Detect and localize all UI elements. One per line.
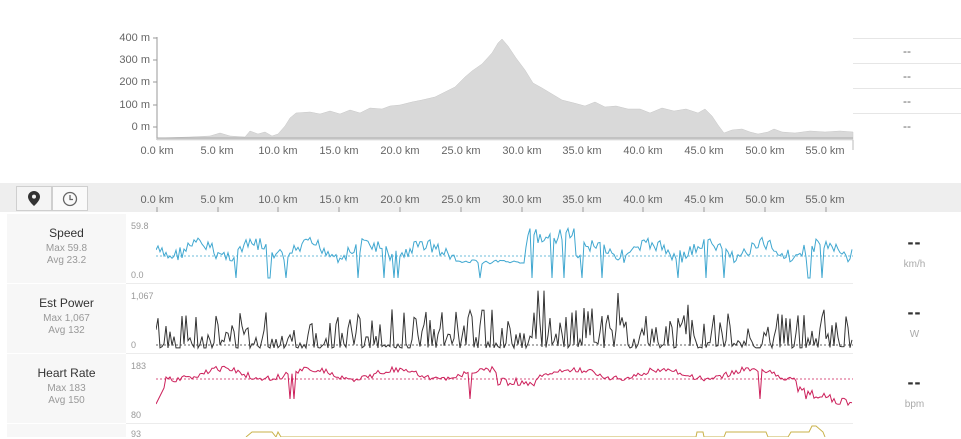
stream-value: -- [907,302,922,322]
stream-avg: Avg 23.2 [46,255,87,266]
heartrate-line-svg [156,365,853,407]
elev-x-label: 10.0 km [258,145,298,157]
elevation-area [156,38,854,141]
scale-bottom: 0 [131,340,137,350]
elev-x-label: 55.0 km [805,145,845,157]
elevation-side-value: -- [853,113,961,138]
stream-name: Speed [49,226,84,240]
power-current: -- W [868,284,961,353]
axis-x-label: 25.0 km [441,194,481,206]
axis-x-label: 35.0 km [562,194,602,206]
elev-x-label: 25.0 km [441,145,481,157]
stream-max: Max 183 [47,383,86,394]
elev-x-label: 30.0 km [502,145,542,157]
power-line-svg [156,290,853,350]
partial-stream-label [7,424,126,437]
stream-max: Max 1,067 [43,313,90,324]
axis-x-label: 55.0 km [805,194,845,206]
axis-x-label: 45.0 km [684,194,724,206]
heartrate-current: -- bpm [868,354,961,423]
scale-top: 183 [131,361,147,371]
stream-avg: Avg 132 [48,325,85,336]
elev-x-label: 0.0 km [140,145,174,157]
axis-x-label: 20.0 km [380,194,420,206]
time-mode-button[interactable] [52,186,88,211]
speed-current: -- km/h [868,214,961,283]
elev-x-label: 5.0 km [200,145,234,157]
axis-x-label: 30.0 km [502,194,542,206]
elevation-side-value: -- [853,38,961,63]
elevation-profile-svg[interactable] [150,30,860,160]
scale-bottom: 0.0 [131,270,144,280]
elev-y-label: 100 m [119,99,150,111]
stream-axis-bar [0,183,961,212]
heartrate-stream-chart[interactable]: 183 80 [126,354,853,424]
axis-x-label: 40.0 km [623,194,663,206]
scale-top: 1,067 [131,291,154,301]
partial-stream-chart[interactable]: 93 [126,424,853,439]
distance-mode-button[interactable] [16,186,52,211]
axis-x-label: 0.0 km [140,194,174,206]
stream-avg: Avg 150 [48,395,85,406]
scale-top: 93 [131,429,142,439]
elev-y-label: 400 m [119,32,150,44]
elev-y-label: 300 m [119,54,150,66]
axis-x-label: 10.0 km [258,194,298,206]
axis-ticks [156,207,827,212]
elev-x-label: 15.0 km [319,145,359,157]
elev-y-label: 200 m [119,76,150,88]
clock-icon [62,191,78,206]
elevation-side-value: -- [853,88,961,113]
elev-x-label: 20.0 km [380,145,420,157]
scale-bottom: 80 [131,410,142,420]
stream-value: -- [907,232,922,252]
elev-x-label: 35.0 km [562,145,602,157]
stream-name: Heart Rate [37,366,96,380]
speed-line-svg [156,226,853,279]
elev-y-label: 0 m [131,121,150,133]
stream-unit: bpm [904,399,925,410]
stream-max: Max 59.8 [45,243,88,254]
partial-line-svg [245,425,826,437]
stream-name: Est Power [39,296,94,310]
power-stream-chart[interactable]: 1,067 0 [126,284,853,354]
stream-unit: km/h [903,259,926,270]
scale-top: 59.8 [131,221,149,231]
stream-unit: W [909,329,920,340]
elevation-side-value: -- [853,63,961,88]
elev-x-label: 50.0 km [745,145,785,157]
stream-value: -- [907,372,922,392]
elev-x-label: 40.0 km [623,145,663,157]
speed-stream-chart[interactable]: 59.8 0.0 [126,214,853,284]
speed-stream-label: Speed Max 59.8 Avg 23.2 [7,214,126,283]
axis-x-label: 50.0 km [745,194,785,206]
power-stream-label: Est Power Max 1,067 Avg 132 [7,284,126,353]
axis-x-label: 5.0 km [200,194,234,206]
heartrate-stream-label: Heart Rate Max 183 Avg 150 [7,354,126,423]
axis-x-label: 15.0 km [319,194,359,206]
elev-x-label: 45.0 km [684,145,724,157]
map-pin-icon [28,191,40,206]
